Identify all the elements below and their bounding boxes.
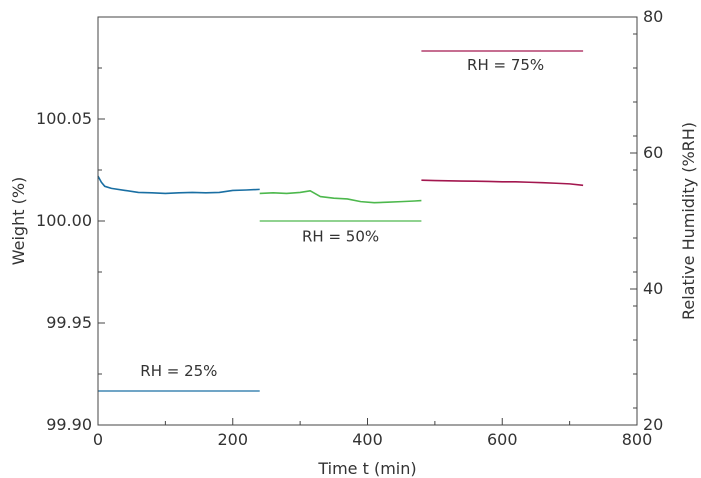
rh-annotation: RH = 75%: [467, 56, 544, 74]
x-tick-label: 600: [487, 430, 518, 449]
weight-series-line-0: [97, 175, 260, 195]
rh-annotation: RH = 50%: [302, 227, 379, 245]
y2-tick-label: 20: [643, 415, 663, 434]
weight-series-line-1: [259, 190, 422, 204]
x-tick-label: 800: [622, 430, 653, 449]
annotations-layer: RH = 25% RH = 50% RH = 75%: [140, 56, 544, 380]
series-layer: [97, 50, 584, 392]
y-tick-label: 99.95: [46, 313, 92, 332]
plot-frame: [97, 16, 638, 426]
y2-tick-label: 40: [643, 279, 663, 298]
y2-tick-label: 60: [643, 143, 663, 162]
y-tick-label: 100.05: [36, 109, 92, 128]
weight-series-line-2: [421, 179, 584, 187]
y-tick-label: 100.00: [36, 211, 92, 230]
y-axis-label: Weight (%): [9, 177, 28, 266]
y2-tick-label: 80: [643, 7, 663, 26]
x-tick-label: 400: [352, 430, 383, 449]
y-tick-label: 99.90: [46, 415, 92, 434]
x-tick-label: 0: [93, 430, 103, 449]
ticks-layer: 0 200 400 600 800 99.90 99.95 100.00 100.05 20 40 6…: [36, 7, 663, 449]
rh-annotation: RH = 25%: [140, 362, 217, 380]
x-tick-label: 200: [217, 430, 248, 449]
x-axis-label: Time t (min): [317, 459, 416, 478]
y2-axis-label: Relative Humidity (%RH): [679, 122, 698, 320]
